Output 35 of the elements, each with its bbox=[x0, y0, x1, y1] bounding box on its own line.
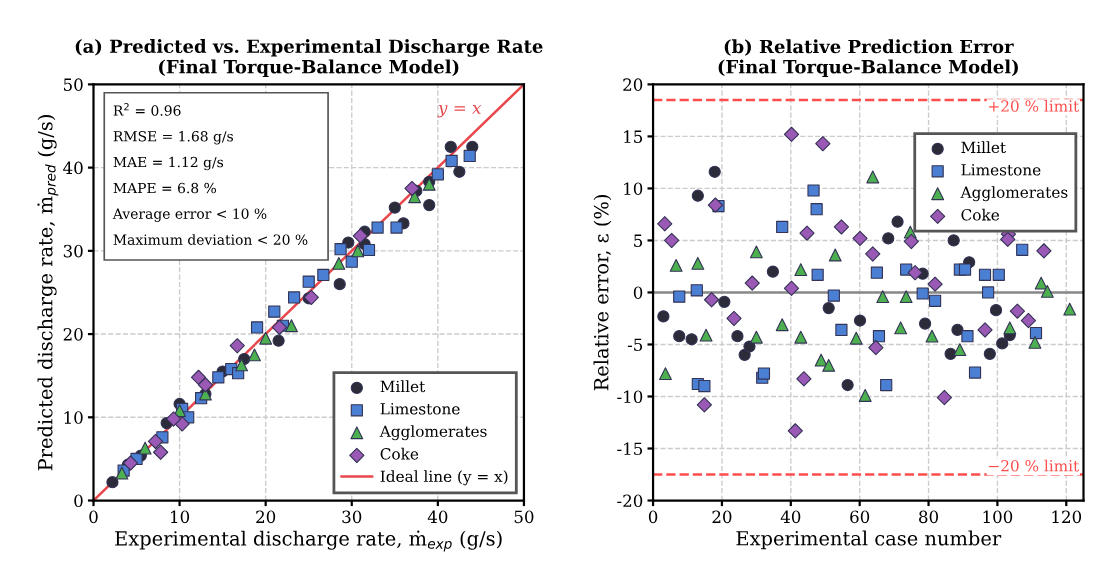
y-tick-label: -10 bbox=[617, 390, 643, 404]
x-axis-title: Experimental case number bbox=[736, 530, 1002, 550]
y-tick-label: 20 bbox=[63, 328, 83, 341]
y-tick-label: 10 bbox=[64, 411, 83, 424]
y-axis-title: Relative error, ε (%) bbox=[593, 195, 612, 391]
annotation: y = x bbox=[437, 105, 482, 118]
chart-title: (a) Predicted vs. Experimental Discharge Rate (Final Torque-Balance Model) bbox=[75, 39, 543, 78]
y-tick-label: 20 bbox=[623, 78, 643, 91]
x-tick-label: 30 bbox=[342, 510, 362, 524]
x-tick-label: 40 bbox=[780, 510, 801, 524]
x-axis-title: Experimental discharge rate, ṁ$_{exp}$ (g/s) bbox=[115, 530, 502, 552]
y-tick-label: 50 bbox=[63, 78, 83, 91]
y-tick-label: -5 bbox=[627, 338, 643, 352]
y-tick-label: -15 bbox=[617, 442, 643, 456]
y-tick-label: 0 bbox=[633, 286, 643, 300]
y-tick-label: -20 bbox=[617, 494, 643, 508]
x-tick-label: 50 bbox=[514, 510, 534, 524]
x-tick-label: 60 bbox=[850, 510, 870, 524]
y-tick-label: 5 bbox=[634, 234, 643, 248]
x-tick-label: 120 bbox=[1052, 510, 1082, 524]
x-tick-label: 10 bbox=[171, 510, 190, 524]
x-tick-label: 0 bbox=[89, 510, 98, 524]
x-tick-label: 80 bbox=[919, 510, 939, 524]
y-tick-label: 40 bbox=[63, 161, 83, 175]
x-tick-label: 40 bbox=[427, 510, 448, 524]
x-tick-label: 100 bbox=[983, 510, 1013, 524]
x-tick-label: 20 bbox=[256, 510, 276, 524]
x-tick-label: 0 bbox=[648, 510, 658, 524]
x-tick-label: 20 bbox=[712, 510, 732, 524]
y-tick-label: 30 bbox=[63, 244, 83, 258]
y-tick-label: 10 bbox=[624, 182, 643, 195]
chart-title: (b) Relative Prediction Error (Final Torque-Balance Model) bbox=[718, 39, 1018, 78]
y-tick-label: 0 bbox=[74, 494, 83, 508]
y-tick-label: 15 bbox=[624, 130, 643, 143]
y-axis-title: Predicted discharge rate, ṁ$_{pred}$ (g/s) bbox=[37, 115, 59, 471]
